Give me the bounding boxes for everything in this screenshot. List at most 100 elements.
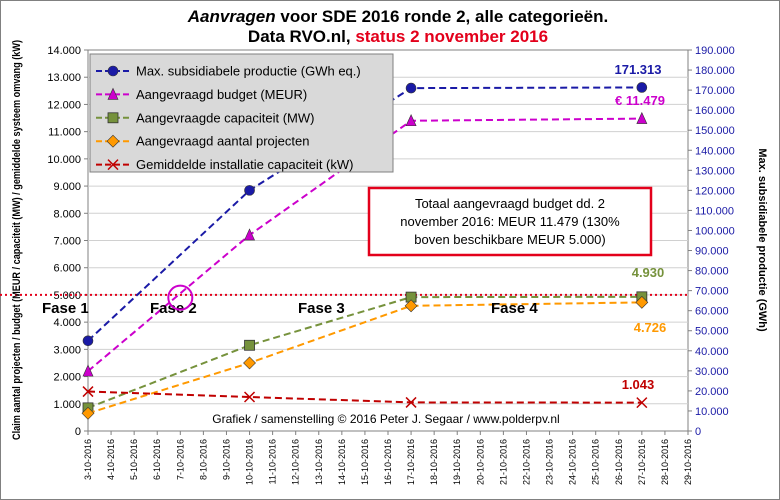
right-tick-label: 40.000 xyxy=(695,346,729,358)
data-point xyxy=(636,82,648,93)
legend-marker xyxy=(107,65,119,77)
left-tick-label: 0 xyxy=(75,426,81,438)
right-tick-label: 50.000 xyxy=(695,326,729,338)
x-tick-label: 5-10-2016 xyxy=(129,439,139,480)
phase-label-4: Fase 4 xyxy=(491,300,538,317)
data-label-capaciteit: 4.930 xyxy=(632,265,665,280)
legend-entry: Aangevraagd aantal projecten xyxy=(96,134,309,149)
data-point xyxy=(405,114,417,127)
legend-label: Gemiddelde installatie capaciteit (kW) xyxy=(136,157,353,172)
legend-label: Aangevraagd budget (MEUR) xyxy=(136,87,307,102)
x-tick-label: 18-10-2016 xyxy=(429,439,439,485)
data-label-gemiddeld: 1.043 xyxy=(622,377,655,392)
data-point xyxy=(244,339,255,351)
series-line xyxy=(87,295,642,409)
right-axis-ticks: 0 10.000 20.000 30.000 40.000 50.000 60.000 70.… xyxy=(688,45,735,438)
note-line-2: november 2016: MEUR 11.479 (130% xyxy=(400,214,620,229)
phase-label-1: Fase 1 xyxy=(42,300,89,317)
chart-title-status: status 2 november 2016 xyxy=(355,27,548,46)
chart-title-line1: Aanvragen voor SDE 2016 ronde 2, alle ca… xyxy=(187,7,608,26)
legend-entry: Max. subsidiabele productie (GWh eq.) xyxy=(96,64,361,79)
x-tick-label: 16-10-2016 xyxy=(383,439,393,485)
legend-entry: Aangevraagde capaciteit (MW) xyxy=(96,110,314,125)
x-tick-label: 14-10-2016 xyxy=(337,439,347,485)
right-tick-label: 10.000 xyxy=(695,406,729,418)
data-point xyxy=(82,386,94,398)
left-tick-label: 5.000 xyxy=(53,290,81,302)
y-axis-label-right: Max. subsidiabele productie (GWh) xyxy=(756,148,768,332)
x-tick-label: 12-10-2016 xyxy=(291,439,301,485)
legend-entry: Aangevraagd budget (MEUR) xyxy=(96,87,307,102)
left-tick-label: 6.000 xyxy=(53,263,81,275)
x-tick-label: 7-10-2016 xyxy=(175,439,185,480)
legend-label: Aangevraagde capaciteit (MW) xyxy=(136,110,314,125)
right-tick-label: 110.000 xyxy=(695,205,734,217)
right-tick-label: 150.000 xyxy=(695,125,735,137)
x-tick-label: 15-10-2016 xyxy=(360,439,370,485)
left-axis-ticks: 0 1.000 2.000 3.000 4.000 5.000 6.000 7.000 8.00… xyxy=(47,45,88,438)
note-line-3: boven beschikbare MEUR 5.000) xyxy=(414,232,606,247)
chart-title-line2: Data RVO.nl, status 2 november 2016 xyxy=(248,27,548,46)
x-tick-label: 6-10-2016 xyxy=(152,439,162,480)
data-point xyxy=(636,397,648,409)
x-tick-label: 27-10-2016 xyxy=(637,439,647,485)
data-label-projecten: 4.726 xyxy=(634,320,667,335)
data-point xyxy=(244,228,256,241)
legend: Max. subsidiabele productie (GWh eq.) Aan… xyxy=(89,53,394,173)
left-tick-label: 7.000 xyxy=(53,236,81,248)
data-label-productie: 171.313 xyxy=(615,62,662,77)
series-line xyxy=(87,390,642,404)
right-tick-label: 100.000 xyxy=(695,225,735,237)
series-5 xyxy=(82,386,648,409)
data-point xyxy=(81,406,95,420)
x-tick-label: 13-10-2016 xyxy=(314,439,324,485)
x-tick-label: 10-10-2016 xyxy=(245,439,255,485)
x-tick-label: 9-10-2016 xyxy=(221,439,231,480)
left-tick-label: 11.000 xyxy=(48,127,81,139)
right-tick-label: 30.000 xyxy=(695,366,729,378)
left-tick-label: 3.000 xyxy=(53,344,81,356)
right-tick-label: 170.000 xyxy=(695,85,735,97)
x-tick-label: 24-10-2016 xyxy=(568,439,578,485)
series-1 xyxy=(82,82,648,347)
right-tick-label: 180.000 xyxy=(695,65,735,77)
data-point xyxy=(405,82,417,94)
left-tick-label: 1.000 xyxy=(53,399,81,411)
chart-title-source: Data RVO.nl, xyxy=(248,27,355,46)
x-tick-label: 21-10-2016 xyxy=(498,439,508,485)
data-point xyxy=(244,185,255,196)
left-tick-label: 10.000 xyxy=(47,154,81,166)
chart-title-rest: voor SDE 2016 ronde 2, alle categorieën. xyxy=(276,7,609,26)
left-tick-label: 9.000 xyxy=(53,181,81,193)
x-tick-label: 23-10-2016 xyxy=(545,439,555,485)
data-point xyxy=(405,396,417,408)
note-box: Totaal aangevraagd budget dd. 2 november… xyxy=(367,186,653,257)
data-point xyxy=(82,364,94,377)
left-tick-label: 12.000 xyxy=(47,99,81,111)
x-tick-label: 19-10-2016 xyxy=(452,439,462,485)
right-tick-label: 20.000 xyxy=(695,386,729,398)
highlight-circle xyxy=(167,284,194,311)
phase-label-3: Fase 3 xyxy=(298,300,345,317)
x-tick-label: 26-10-2016 xyxy=(614,439,624,485)
x-tick-label: 3-10-2016 xyxy=(83,439,93,480)
right-tick-label: 130.000 xyxy=(695,165,735,177)
data-point xyxy=(635,295,649,309)
legend-label: Aangevraagd aantal projecten xyxy=(136,134,309,149)
legend-marker xyxy=(107,112,119,124)
right-tick-label: 70.000 xyxy=(695,286,729,298)
x-tick-label: 8-10-2016 xyxy=(198,439,208,480)
left-tick-label: 8.000 xyxy=(53,208,81,220)
x-tick-label: 11-10-2016 xyxy=(268,439,278,484)
right-tick-label: 0 xyxy=(695,426,701,438)
left-tick-label: 14.000 xyxy=(47,45,81,57)
x-tick-label: 22-10-2016 xyxy=(521,439,531,485)
right-tick-label: 160.000 xyxy=(695,105,735,117)
data-point xyxy=(82,335,94,347)
x-tick-label: 29-10-2016 xyxy=(683,439,693,485)
right-tick-label: 190.000 xyxy=(695,45,735,57)
right-tick-label: 140.000 xyxy=(695,145,735,157)
data-point xyxy=(243,356,256,370)
